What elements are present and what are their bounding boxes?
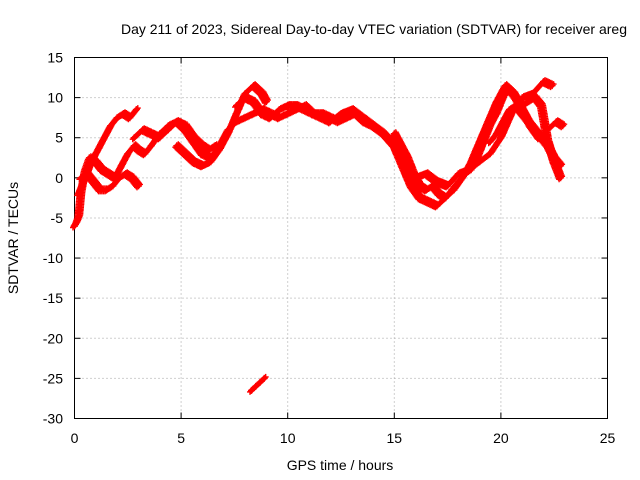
series-trace — [485, 101, 566, 171]
y-tick-label: -30 — [43, 411, 63, 427]
x-tick-label: 15 — [387, 430, 403, 446]
series-trace — [172, 81, 271, 171]
y-tick-label: -25 — [43, 370, 63, 386]
grid — [74, 57, 608, 419]
series-trace — [247, 373, 269, 395]
x-tick-label: 25 — [600, 430, 616, 446]
y-tick-label: 5 — [55, 130, 63, 146]
series-trace — [74, 105, 141, 199]
data-marks — [70, 77, 568, 395]
y-axis-label: SDTVAR / TECUs — [5, 182, 21, 294]
series-trace — [129, 117, 220, 155]
series-track-5 — [172, 81, 271, 171]
series-track-3 — [76, 169, 143, 195]
plot-frame — [74, 57, 608, 419]
y-tick-label: -10 — [43, 250, 63, 266]
series-track-4 — [129, 117, 220, 155]
y-tick-labels: -30 -25 -20 -15 -10 -5 0 5 10 15 — [43, 50, 63, 427]
x-tick-label: 0 — [71, 430, 79, 446]
axis-ticks — [74, 57, 608, 419]
chart-title: Day 211 of 2023, Sidereal Day-to-day VTE… — [121, 21, 627, 37]
x-axis-label: GPS time / hours — [287, 457, 394, 473]
y-tick-label: -5 — [51, 210, 64, 226]
x-tick-label: 20 — [493, 430, 509, 446]
y-tick-label: -20 — [43, 330, 63, 346]
x-tick-labels: 0 5 10 15 20 25 — [71, 430, 616, 446]
y-tick-label: 15 — [47, 50, 63, 66]
series-track-11 — [485, 101, 566, 171]
series-track-9 — [389, 85, 566, 203]
x-tick-label: 5 — [177, 430, 185, 446]
y-tick-label: -15 — [43, 290, 63, 306]
y-tick-label: 0 — [55, 170, 63, 186]
x-tick-label: 10 — [280, 430, 296, 446]
series-track-7 — [247, 373, 269, 395]
y-tick-label: 10 — [47, 90, 63, 106]
series-trace — [76, 169, 143, 195]
